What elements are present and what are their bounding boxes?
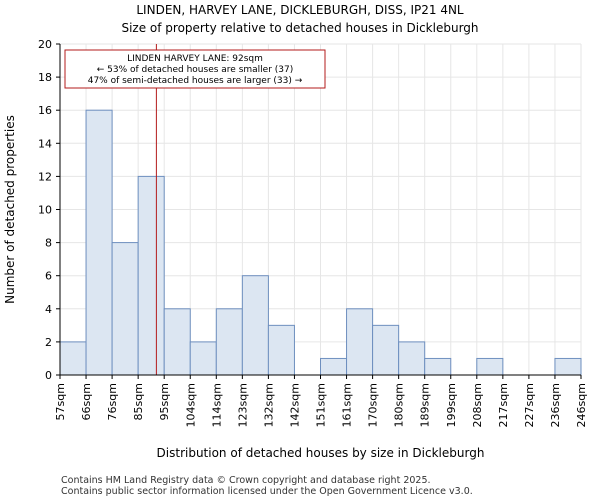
y-tick-label: 8	[45, 237, 52, 250]
annotation-box: LINDEN HARVEY LANE: 92sqm ← 53% of detac…	[64, 49, 326, 89]
chart-subtitle: Size of property relative to detached ho…	[121, 21, 478, 35]
bar	[59, 341, 87, 376]
y-tick-label: 12	[38, 170, 52, 183]
x-tick-label: 104sqm	[184, 383, 197, 427]
y-tick-label: 18	[38, 71, 52, 84]
bar	[215, 308, 243, 376]
bar	[320, 357, 348, 376]
y-tick-label: 0	[45, 369, 52, 382]
annotation-line-1: LINDEN HARVEY LANE: 92sqm	[127, 54, 263, 64]
x-tick-label: 180sqm	[393, 383, 406, 427]
y-tick-label: 6	[45, 270, 52, 283]
annotation-line-3: 47% of semi-detached houses are larger (…	[88, 76, 303, 86]
y-tick-label: 10	[38, 204, 52, 217]
bar	[476, 357, 504, 376]
x-axis-label: Distribution of detached houses by size …	[157, 446, 485, 460]
bar	[346, 308, 374, 376]
x-tick-label: 142sqm	[288, 383, 301, 427]
annotation-line-2: ← 53% of detached houses are smaller (37…	[97, 65, 294, 75]
bar	[85, 109, 113, 376]
axes: 0 2 4 6 8 10 12 14 16 18 20 57sqm 66sqm 76sqm 85sqm 95s…	[38, 38, 588, 427]
x-tick-label: 151sqm	[315, 383, 328, 427]
x-tick-label: 208sqm	[471, 383, 484, 427]
x-tick-label: 199sqm	[445, 383, 458, 427]
bar	[424, 357, 452, 376]
x-tick-label: 161sqm	[341, 383, 354, 427]
x-tick-label: 85sqm	[132, 383, 145, 420]
bar	[189, 341, 217, 376]
y-tick-label: 14	[38, 137, 52, 150]
bar	[137, 175, 165, 376]
y-tick-label: 2	[45, 336, 52, 349]
y-tick-label: 20	[38, 38, 52, 51]
footer-line-1: Contains HM Land Registry data © Crown c…	[61, 475, 431, 486]
y-tick-label: 16	[38, 104, 52, 117]
bar	[398, 341, 426, 376]
bar	[163, 308, 191, 376]
y-axis-label: Number of detached properties	[3, 115, 17, 304]
bar	[267, 324, 295, 376]
chart-title: LINDEN, HARVEY LANE, DICKLEBURGH, DISS, …	[136, 3, 464, 17]
annotation-frame	[64, 49, 326, 89]
x-tick-label: 57sqm	[54, 383, 67, 420]
footer-line-2: Contains public sector information licen…	[61, 486, 473, 497]
x-tick-label: 170sqm	[367, 383, 380, 427]
bar	[372, 324, 400, 376]
x-tick-label: 189sqm	[419, 383, 432, 427]
bars	[59, 109, 582, 376]
x-tick-label: 76sqm	[106, 383, 119, 420]
x-tick-label: 123sqm	[236, 383, 249, 427]
bar	[554, 357, 582, 376]
bar	[241, 275, 269, 376]
x-tick-label: 132sqm	[262, 383, 275, 427]
x-tick-label: 236sqm	[549, 383, 562, 427]
x-tick-label: 114sqm	[210, 383, 223, 427]
x-tick-label: 66sqm	[80, 383, 93, 420]
x-tick-label: 227sqm	[523, 383, 536, 427]
x-tick-label: 95sqm	[158, 383, 171, 420]
x-tick-label: 217sqm	[497, 383, 510, 427]
bar	[111, 242, 139, 376]
x-tick-label: 246sqm	[575, 383, 588, 427]
y-tick-label: 4	[45, 303, 52, 316]
